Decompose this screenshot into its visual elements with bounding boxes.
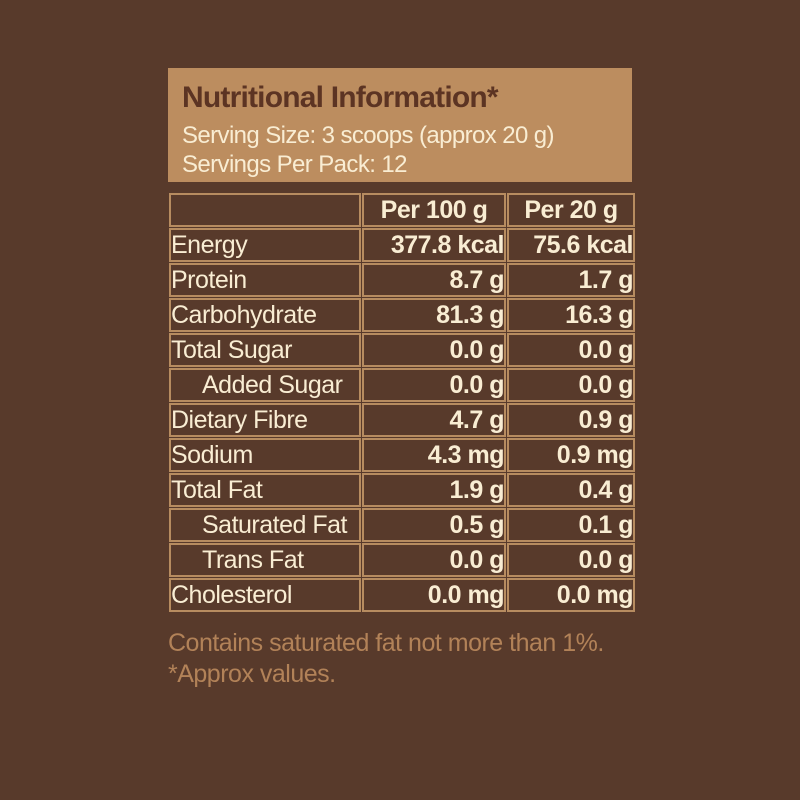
table-row: Total Sugar 0.0 g 0.0 g (169, 333, 635, 367)
approx-values-note: *Approx values. (168, 660, 336, 688)
per-20g-value-cell: 0.0 g (507, 543, 635, 577)
per-100g-value-cell: 0.5 g (362, 508, 506, 542)
per-20g-value-cell: 0.4 g (507, 473, 635, 507)
per-100g-value-cell: 0.0 mg (362, 578, 506, 612)
per-100g-value-cell: 0.0 g (362, 368, 506, 402)
nutrient-label-cell: Dietary Fibre (169, 403, 361, 437)
per-100g-value-cell: 0.0 g (362, 333, 506, 367)
column-header-per-20g: Per 20 g (507, 193, 635, 227)
servings-per-pack-text: Servings Per Pack: 12 (182, 151, 407, 178)
per-20g-value-cell: 0.0 mg (507, 578, 635, 612)
per-100g-value-cell: 81.3 g (362, 298, 506, 332)
nutrient-label-cell: Energy (169, 228, 361, 262)
column-header-blank (169, 193, 361, 227)
per-20g-value-cell: 0.0 g (507, 333, 635, 367)
per-20g-value-cell: 75.6 kcal (507, 228, 635, 262)
per-20g-value-cell: 0.1 g (507, 508, 635, 542)
table-row: Added Sugar 0.0 g 0.0 g (169, 368, 635, 402)
table-row: Sodium 4.3 mg 0.9 mg (169, 438, 635, 472)
nutrient-label-cell: Added Sugar (169, 368, 361, 402)
nutrient-label-cell: Trans Fat (169, 543, 361, 577)
per-20g-value-cell: 1.7 g (507, 263, 635, 297)
table-row: Saturated Fat 0.5 g 0.1 g (169, 508, 635, 542)
per-100g-value-cell: 4.3 mg (362, 438, 506, 472)
per-20g-value-cell: 0.9 mg (507, 438, 635, 472)
table-row: Dietary Fibre 4.7 g 0.9 g (169, 403, 635, 437)
nutrient-label-cell: Total Fat (169, 473, 361, 507)
per-20g-value-cell: 0.9 g (507, 403, 635, 437)
nutrient-label-cell: Protein (169, 263, 361, 297)
table-row: Protein 8.7 g 1.7 g (169, 263, 635, 297)
table-row: Trans Fat 0.0 g 0.0 g (169, 543, 635, 577)
nutrient-label-cell: Sodium (169, 438, 361, 472)
nutrient-label-cell: Saturated Fat (169, 508, 361, 542)
per-100g-value-cell: 0.0 g (362, 543, 506, 577)
nutrition-table: Per 100 g Per 20 g Energy 377.8 kcal 75.… (168, 192, 636, 613)
per-20g-value-cell: 16.3 g (507, 298, 635, 332)
table-row: Energy 377.8 kcal 75.6 kcal (169, 228, 635, 262)
nutrition-label: Nutritional Information* Serving Size: 3… (168, 68, 635, 690)
nutrient-label-cell: Carbohydrate (169, 298, 361, 332)
per-100g-value-cell: 377.8 kcal (362, 228, 506, 262)
nutrient-label-cell: Total Sugar (169, 333, 361, 367)
nutrient-label-cell: Cholesterol (169, 578, 361, 612)
per-100g-value-cell: 1.9 g (362, 473, 506, 507)
serving-size-text: Serving Size: 3 scoops (approx 20 g) (182, 122, 555, 149)
per-20g-value-cell: 0.0 g (507, 368, 635, 402)
table-row: Cholesterol 0.0 mg 0.0 mg (169, 578, 635, 612)
column-header-per-100g: Per 100 g (362, 193, 506, 227)
per-100g-value-cell: 4.7 g (362, 403, 506, 437)
per-100g-value-cell: 8.7 g (362, 263, 506, 297)
panel-header: Nutritional Information* Serving Size: 3… (168, 68, 632, 182)
page-title: Nutritional Information* (182, 81, 499, 114)
table-row: Total Fat 1.9 g 0.4 g (169, 473, 635, 507)
table-row: Carbohydrate 81.3 g 16.3 g (169, 298, 635, 332)
footer-notes: Contains saturated fat not more than 1%.… (168, 628, 632, 690)
saturated-fat-note: Contains saturated fat not more than 1%. (168, 629, 604, 657)
table-header-row: Per 100 g Per 20 g (169, 193, 635, 227)
